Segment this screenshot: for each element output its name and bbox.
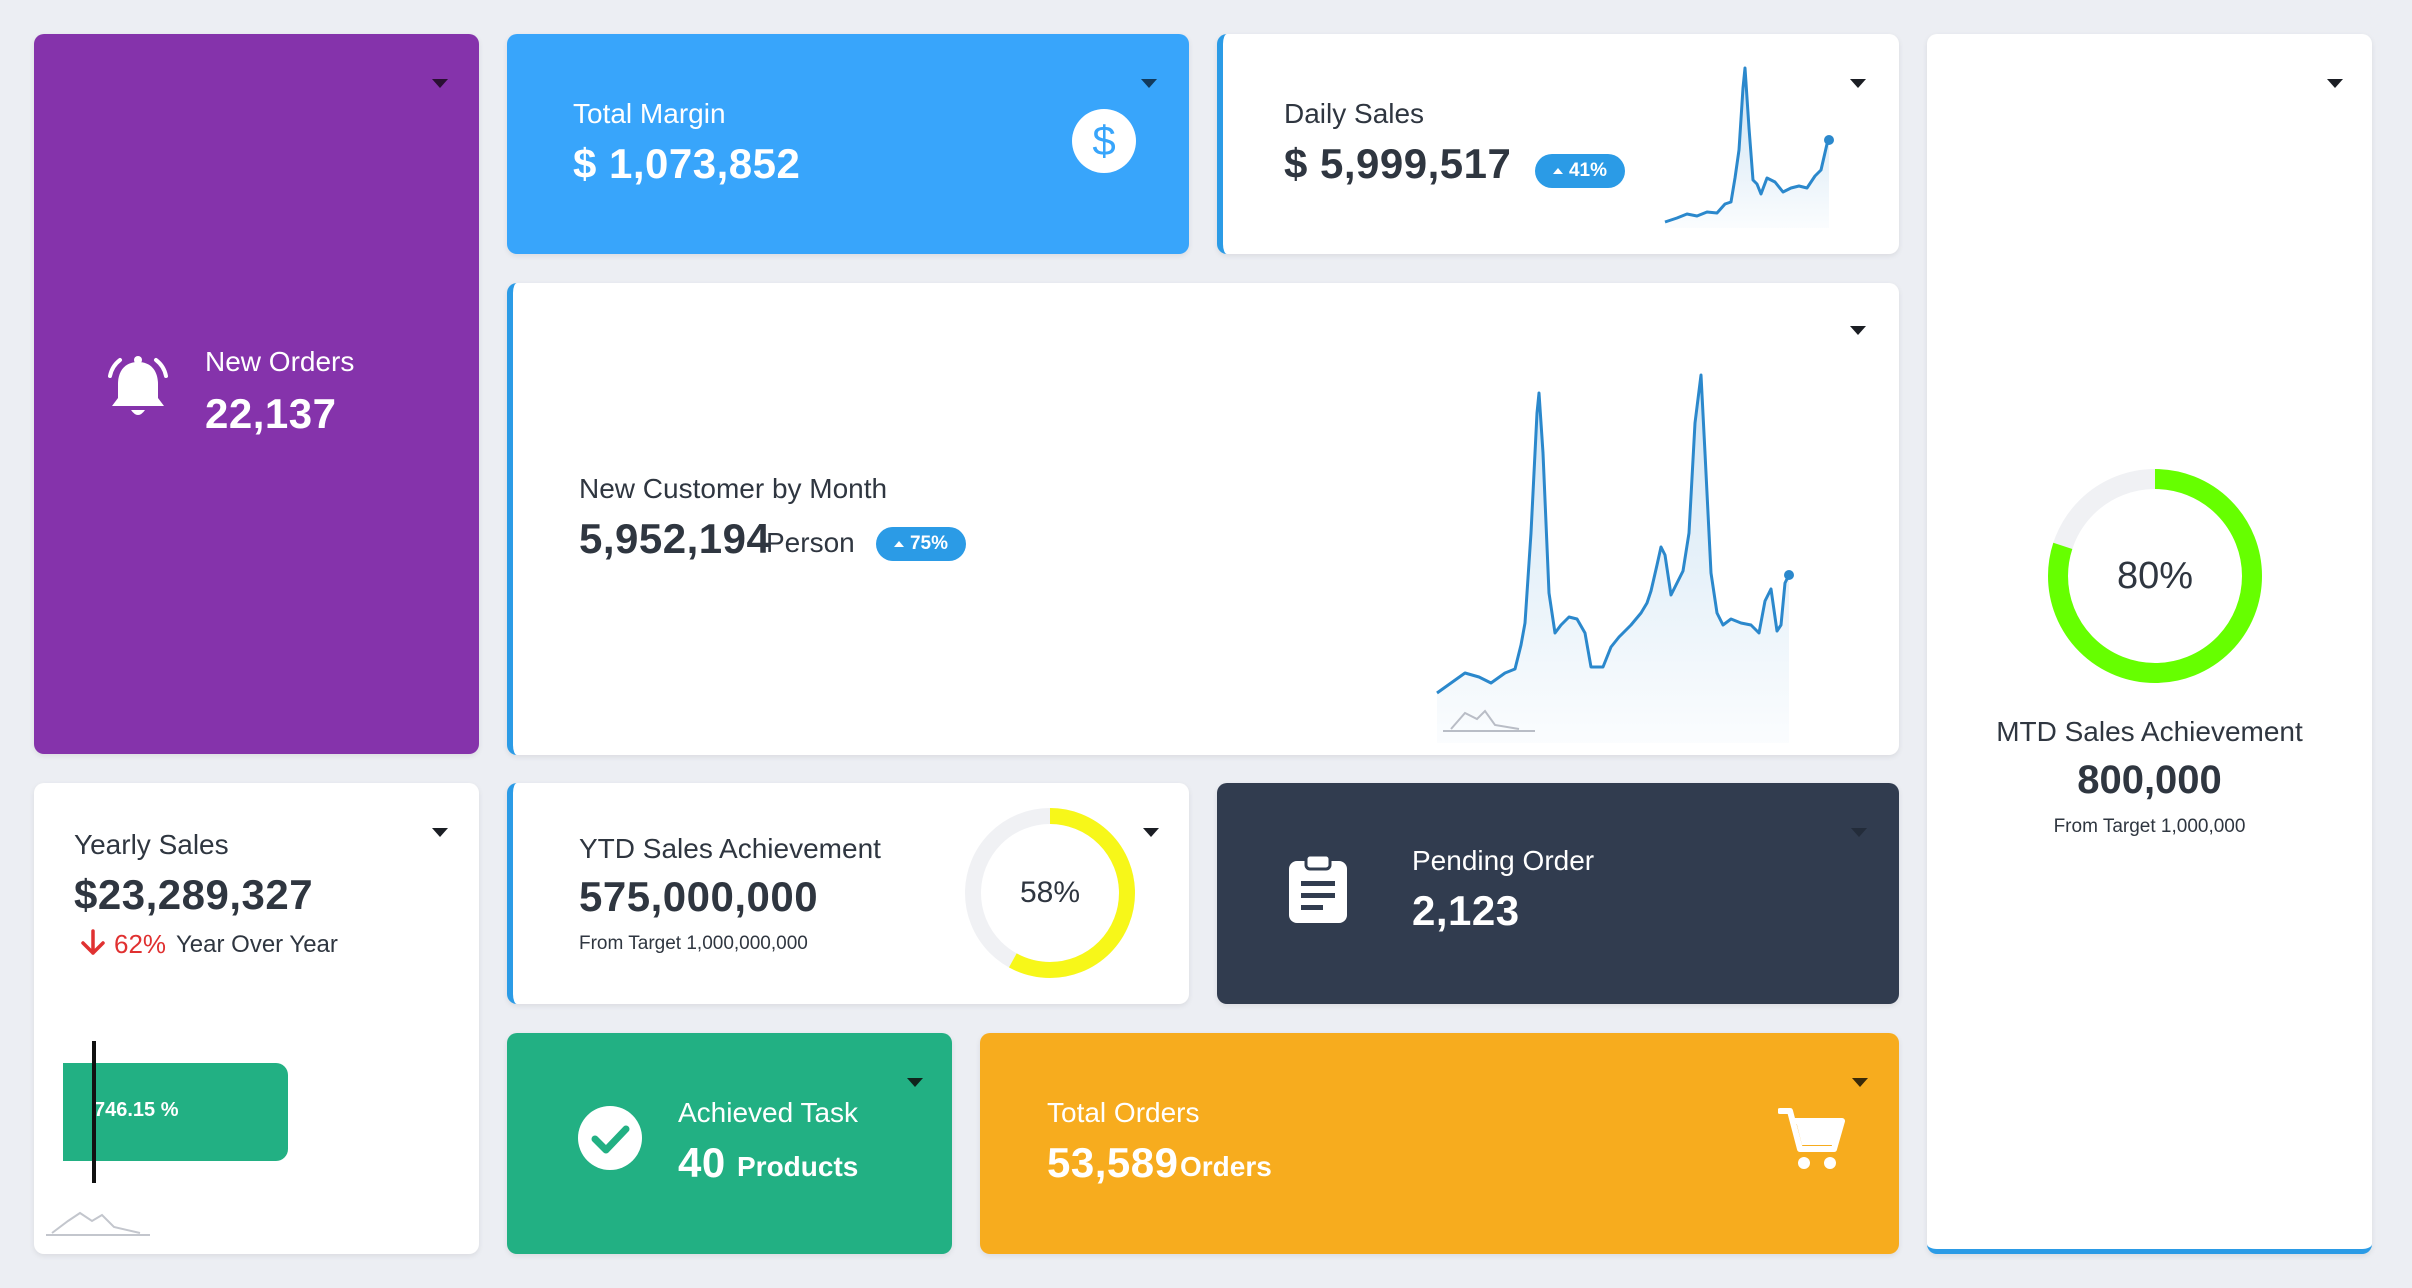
ytd-percent: 58%: [1019, 876, 1081, 909]
mtd-value: 800,000: [2077, 758, 2222, 802]
yearly-sales-card: Yearly Sales $23,289,327 62% Year Over Y…: [34, 783, 479, 1254]
achieved-task-label: Achieved Task: [678, 1097, 859, 1128]
new-customer-card: New Customer by Month 5,952,194 Person 7…: [507, 283, 1899, 755]
yearly-sales-label: Yearly Sales: [74, 829, 229, 860]
new-customer-value: 5,952,194: [579, 515, 771, 562]
total-orders-card: Total Orders 53,589 Orders: [980, 1033, 1899, 1254]
svg-text:$: $: [1092, 117, 1115, 164]
ytd-target: From Target 1,000,000,000: [579, 933, 808, 954]
new-orders-label: New Orders: [205, 346, 355, 377]
bell-icon: [108, 356, 168, 415]
mtd-menu-caret[interactable]: [2327, 79, 2343, 88]
pending-order-menu-caret[interactable]: [1851, 828, 1867, 837]
up-arrow-icon: [893, 541, 904, 547]
total-margin-label: Total Margin: [573, 98, 726, 129]
yearly-sales-bar-label: 746.15 %: [94, 1099, 179, 1121]
check-circle-icon: [578, 1106, 642, 1170]
dollar-circle-icon: $: [1072, 109, 1136, 173]
total-orders-unit: Orders: [1180, 1151, 1272, 1182]
pending-order-value: 2,123: [1412, 887, 1520, 934]
mtd-progress-ring: [2048, 469, 2262, 683]
new-customer-unit: Person: [766, 527, 855, 558]
clipboard-icon: [1289, 853, 1347, 923]
total-margin-value: $ 1,073,852: [573, 140, 801, 187]
new-orders-value: 22,137: [205, 390, 337, 437]
daily-sales-sparkline: [1664, 66, 1834, 228]
mini-sparkline-icon: [46, 1211, 150, 1236]
daily-sales-badge: 41%: [1535, 154, 1625, 188]
new-customer-badge-text: 75%: [909, 533, 949, 554]
yearly-sales-change-label: Year Over Year: [176, 931, 338, 958]
new-customer-label: New Customer by Month: [579, 473, 888, 504]
new-customer-menu-caret[interactable]: [1850, 326, 1866, 335]
mtd-sales-card: 80% MTD Sales Achievement 800,000 From T…: [1927, 34, 2372, 1254]
pending-order-card: Pending Order 2,123: [1217, 783, 1899, 1004]
total-orders-value: 53,589: [1047, 1139, 1179, 1186]
total-margin-card: Total Margin $ 1,073,852 $: [507, 34, 1189, 254]
up-arrow-icon: [1552, 168, 1563, 174]
daily-sales-badge-text: 41%: [1568, 160, 1608, 181]
achieved-task-card: Achieved Task 40 Products: [507, 1033, 952, 1254]
mtd-label: MTD Sales Achievement: [1996, 716, 2303, 747]
yearly-sales-bar-marker: [92, 1041, 96, 1183]
achieved-task-unit: Products: [737, 1151, 859, 1182]
daily-sales-value: $ 5,999,517: [1284, 140, 1512, 187]
new-customer-badge: 75%: [876, 527, 966, 561]
yearly-sales-menu-caret[interactable]: [432, 828, 448, 837]
total-orders-label: Total Orders: [1047, 1097, 1200, 1128]
mtd-target: From Target 1,000,000: [2053, 816, 2246, 837]
ytd-menu-caret[interactable]: [1143, 828, 1159, 837]
new-orders-card: New Orders 22,137: [34, 34, 479, 754]
yearly-sales-change: 62%: [114, 929, 167, 959]
daily-sales-menu-caret[interactable]: [1850, 79, 1866, 88]
new-orders-menu-caret[interactable]: [432, 79, 448, 88]
daily-sales-label: Daily Sales: [1284, 98, 1425, 129]
ytd-progress-ring: [965, 808, 1135, 978]
cart-icon: [1778, 1108, 1845, 1169]
ytd-label: YTD Sales Achievement: [579, 833, 881, 864]
new-customer-sparkline: [1436, 373, 1794, 743]
yearly-sales-value: $23,289,327: [74, 871, 314, 918]
ytd-sales-card: YTD Sales Achievement 575,000,000 From T…: [507, 783, 1189, 1004]
ytd-value: 575,000,000: [579, 873, 819, 920]
mtd-percent: 80%: [2116, 554, 2194, 597]
pending-order-label: Pending Order: [1412, 845, 1595, 876]
total-margin-menu-caret[interactable]: [1141, 79, 1157, 88]
achieved-task-menu-caret[interactable]: [907, 1078, 923, 1087]
yearly-sales-bar: [63, 1063, 288, 1161]
achieved-task-value: 40: [678, 1139, 726, 1186]
daily-sales-card: Daily Sales $ 5,999,517 41%: [1217, 34, 1899, 254]
total-orders-menu-caret[interactable]: [1852, 1078, 1868, 1087]
arrow-down-icon: [81, 929, 105, 955]
